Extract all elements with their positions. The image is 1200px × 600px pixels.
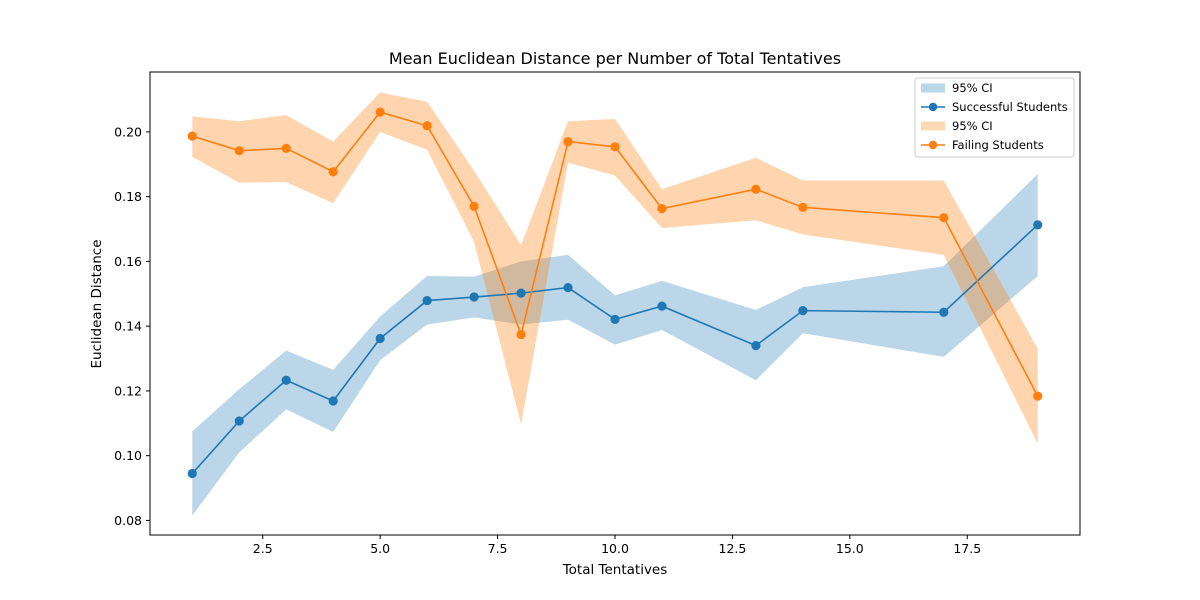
- x-tick-label: 5.0: [370, 541, 390, 556]
- y-tick-label: 0.20: [114, 124, 142, 139]
- data-point-0-14: [1033, 220, 1043, 230]
- legend-label: 95% CI: [952, 81, 993, 95]
- data-point-1-8: [563, 137, 573, 147]
- y-tick-label: 0.18: [114, 189, 142, 204]
- legend-label: 95% CI: [952, 119, 993, 133]
- data-point-1-14: [1033, 391, 1043, 401]
- data-point-0-6: [469, 292, 479, 302]
- data-point-1-1: [234, 146, 244, 156]
- data-point-1-9: [610, 142, 620, 152]
- data-point-0-2: [281, 375, 291, 385]
- data-point-1-2: [281, 143, 291, 154]
- data-point-0-7: [516, 288, 526, 298]
- data-point-1-13: [939, 213, 949, 223]
- data-point-0-1: [234, 416, 244, 426]
- data-point-1-6: [469, 201, 479, 211]
- data-point-0-5: [422, 295, 432, 306]
- data-point-0-8: [563, 283, 573, 293]
- x-tick-label: 7.5: [488, 541, 508, 556]
- data-point-1-11: [751, 184, 761, 194]
- legend-swatch-band: [921, 121, 945, 131]
- data-point-0-13: [939, 307, 949, 317]
- ci-band-0: [192, 173, 1038, 516]
- data-point-1-10: [657, 204, 667, 214]
- data-point-1-5: [422, 121, 432, 131]
- data-point-1-7: [516, 329, 526, 340]
- legend: 95% CI Successful Students 95% CI Failing S…: [914, 77, 1075, 158]
- y-axis-label: Euclidean Distance: [89, 239, 105, 368]
- y-tick-label: 0.10: [114, 448, 142, 463]
- data-point-1-4: [375, 107, 385, 117]
- x-tick-label: 10.0: [601, 541, 629, 556]
- data-point-1-3: [328, 167, 338, 177]
- data-point-1-0: [187, 131, 197, 141]
- legend-swatch-band: [921, 83, 945, 93]
- x-tick-label: 17.5: [953, 541, 981, 556]
- data-point-0-12: [798, 306, 808, 316]
- plot-area: 2.5 5.0 7.5 10.0 12.5 15.0 17.5 0.08 0.10 0.12 0.1…: [114, 71, 1081, 556]
- ci-band-1: [192, 92, 1038, 444]
- data-point-1-12: [798, 202, 808, 212]
- legend-label: Failing Students: [952, 138, 1044, 152]
- legend-swatch-marker: [928, 102, 938, 112]
- data-point-0-3: [328, 396, 338, 406]
- data-point-0-0: [187, 468, 197, 479]
- legend-box: [914, 77, 1075, 158]
- y-tick-label: 0.12: [114, 383, 142, 398]
- y-tick-label: 0.14: [114, 319, 142, 334]
- x-tick-label: 12.5: [719, 541, 747, 556]
- data-point-0-9: [610, 314, 620, 324]
- x-tick-label: 2.5: [253, 541, 273, 556]
- data-point-0-10: [657, 301, 667, 311]
- y-tick-label: 0.08: [114, 513, 142, 528]
- data-point-0-11: [751, 340, 761, 351]
- data-point-0-4: [375, 333, 385, 344]
- legend-swatch-marker: [928, 140, 938, 150]
- x-tick-label: 15.0: [836, 541, 864, 556]
- x-axis-label: Total Tentatives: [562, 562, 668, 578]
- chart-title: Mean Euclidean Distance per Number of To…: [389, 49, 841, 68]
- legend-label: Successful Students: [952, 100, 1068, 114]
- y-tick-label: 0.16: [114, 254, 142, 269]
